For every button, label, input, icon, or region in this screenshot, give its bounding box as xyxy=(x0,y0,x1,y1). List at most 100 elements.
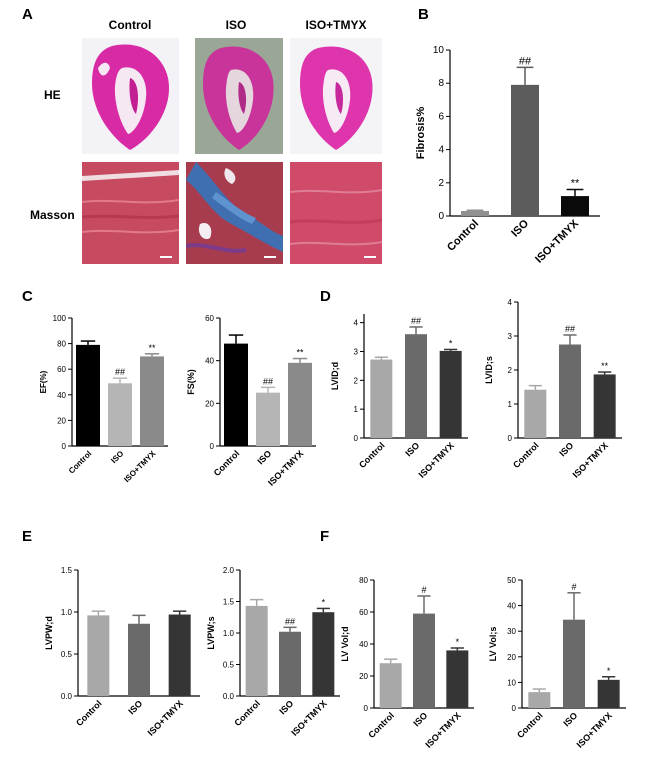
bar xyxy=(413,613,435,708)
y-axis-label: LV Vol;d xyxy=(340,626,350,661)
y-tick-label: 40 xyxy=(205,357,214,366)
y-axis-label: LV Vol;s xyxy=(488,627,498,662)
panel-letter-e: E xyxy=(22,528,33,545)
heart-section-iso-tmyx xyxy=(300,46,373,150)
bar xyxy=(559,344,581,438)
y-tick-label: 4 xyxy=(438,145,444,156)
bar xyxy=(528,692,551,708)
chart-b-fibrosis: 0 2 4 6 8 10 Fibrosis% Control ## ISO ** ISO+TMYX xyxy=(415,45,600,266)
y-tick-label: 3 xyxy=(508,332,513,341)
y-tick-label: 20 xyxy=(507,653,516,662)
significance-marker: * xyxy=(322,597,326,607)
category-label: ISO xyxy=(411,710,429,728)
y-tick-label: 2 xyxy=(438,178,444,189)
chart-e-lvpw-s: 0.0 0.5 1.0 1.5 2.0 LVPW;s Control ## ISO * ISO+TM… xyxy=(206,566,340,738)
y-tick-label: 40 xyxy=(359,640,368,649)
y-tick-label: 0.5 xyxy=(61,650,73,659)
category-label: Control xyxy=(357,440,387,470)
category-label: ISO+TMYX xyxy=(417,440,456,479)
y-tick-label: 60 xyxy=(57,365,66,374)
bar xyxy=(279,631,301,696)
category-label: ISO xyxy=(109,449,125,465)
y-tick-label: 20 xyxy=(359,672,368,681)
y-tick-label: 80 xyxy=(57,340,66,349)
masson-image-iso-tmyx xyxy=(290,162,382,264)
y-tick-label: 20 xyxy=(57,416,66,425)
y-tick-label: 0 xyxy=(354,434,359,443)
bar xyxy=(108,383,132,446)
bar xyxy=(593,374,616,438)
y-tick-label: 8 xyxy=(438,78,444,89)
category-label: Control xyxy=(511,440,541,470)
chart-c-ef: 0 20 40 60 80 100 EF(%) Control ## ISO ** ISO+TMYX xyxy=(39,314,168,485)
bar xyxy=(168,614,191,696)
category-label: Control xyxy=(67,449,93,475)
bar xyxy=(561,196,589,216)
panel-letter-f: F xyxy=(320,528,330,545)
category-label: ISO xyxy=(557,440,575,458)
significance-marker: ## xyxy=(519,55,532,67)
masson-tissue-iso-tmyx xyxy=(290,162,382,264)
category-label: ISO xyxy=(277,698,295,716)
bar xyxy=(288,362,312,446)
y-tick-label: 10 xyxy=(433,45,445,56)
panel-letter-b: B xyxy=(418,6,429,23)
significance-marker: ** xyxy=(571,177,580,189)
y-axis-label: LVID;d xyxy=(330,362,340,390)
significance-marker: ** xyxy=(601,361,609,371)
category-label: Control xyxy=(366,710,396,740)
y-tick-label: 40 xyxy=(57,391,66,400)
significance-marker: ## xyxy=(565,324,575,334)
bar xyxy=(439,350,462,438)
y-tick-label: 0 xyxy=(512,704,517,713)
category-label: ISO+TMYX xyxy=(122,449,158,485)
significance-marker: ** xyxy=(148,343,156,353)
y-axis-label: Fibrosis% xyxy=(415,107,427,160)
y-tick-label: 3 xyxy=(354,347,359,356)
y-tick-label: 0 xyxy=(438,211,444,222)
bar xyxy=(256,392,280,446)
category-label: Control xyxy=(212,448,242,478)
y-tick-label: 2 xyxy=(354,376,359,385)
panel-letter-d: D xyxy=(320,288,331,305)
y-tick-label: 100 xyxy=(53,314,67,323)
category-label: Control xyxy=(445,218,481,254)
column-title-iso: ISO xyxy=(225,18,247,32)
significance-marker: * xyxy=(456,637,460,647)
significance-marker: * xyxy=(607,666,611,676)
y-tick-label: 0 xyxy=(62,442,67,451)
panel-letter-a: A xyxy=(22,6,33,23)
significance-marker: ** xyxy=(296,348,304,358)
y-tick-label: 4 xyxy=(508,298,513,307)
significance-marker: * xyxy=(449,338,453,348)
bar xyxy=(140,356,164,446)
chart-e-lvpw-d: 0.0 0.5 1.0 1.5 LVPW;d Control ISO ISO+TMYX xyxy=(44,566,200,738)
y-tick-label: 1.0 xyxy=(61,608,73,617)
bar xyxy=(224,343,248,446)
chart-f-lv-vol-s: 0 10 20 30 40 50 LV Vol;s Control # ISO * ISO+TMYX xyxy=(488,576,626,750)
category-label: Control xyxy=(74,698,104,728)
chart-d-lvid-s: 0 1 2 3 4 LVID;s Control ## ISO ** ISO+TMYX xyxy=(484,298,622,480)
y-tick-label: 1.0 xyxy=(223,629,235,638)
category-label: Control xyxy=(232,698,262,728)
y-tick-label: 1.5 xyxy=(61,566,73,575)
significance-marker: ## xyxy=(263,376,273,386)
bar xyxy=(370,359,393,438)
row-title-masson: Masson xyxy=(30,208,75,222)
category-label: ISO+TMYX xyxy=(533,217,582,266)
y-tick-label: 0.0 xyxy=(61,692,73,701)
he-image-iso-tmyx xyxy=(290,38,382,154)
category-label: ISO+TMYX xyxy=(146,698,185,737)
column-title-iso-tmyx: ISO+TMYX xyxy=(305,18,367,32)
y-tick-label: 0 xyxy=(364,704,369,713)
category-label: ISO xyxy=(509,217,531,239)
category-label: Control xyxy=(515,710,545,740)
bar xyxy=(597,679,620,708)
y-tick-label: 0.0 xyxy=(223,692,235,701)
category-label: ISO xyxy=(255,448,273,466)
bar xyxy=(405,334,427,438)
y-tick-label: 0.5 xyxy=(223,661,235,670)
y-tick-label: 80 xyxy=(359,576,368,585)
bar xyxy=(524,389,547,438)
heart-section-iso xyxy=(195,38,283,154)
